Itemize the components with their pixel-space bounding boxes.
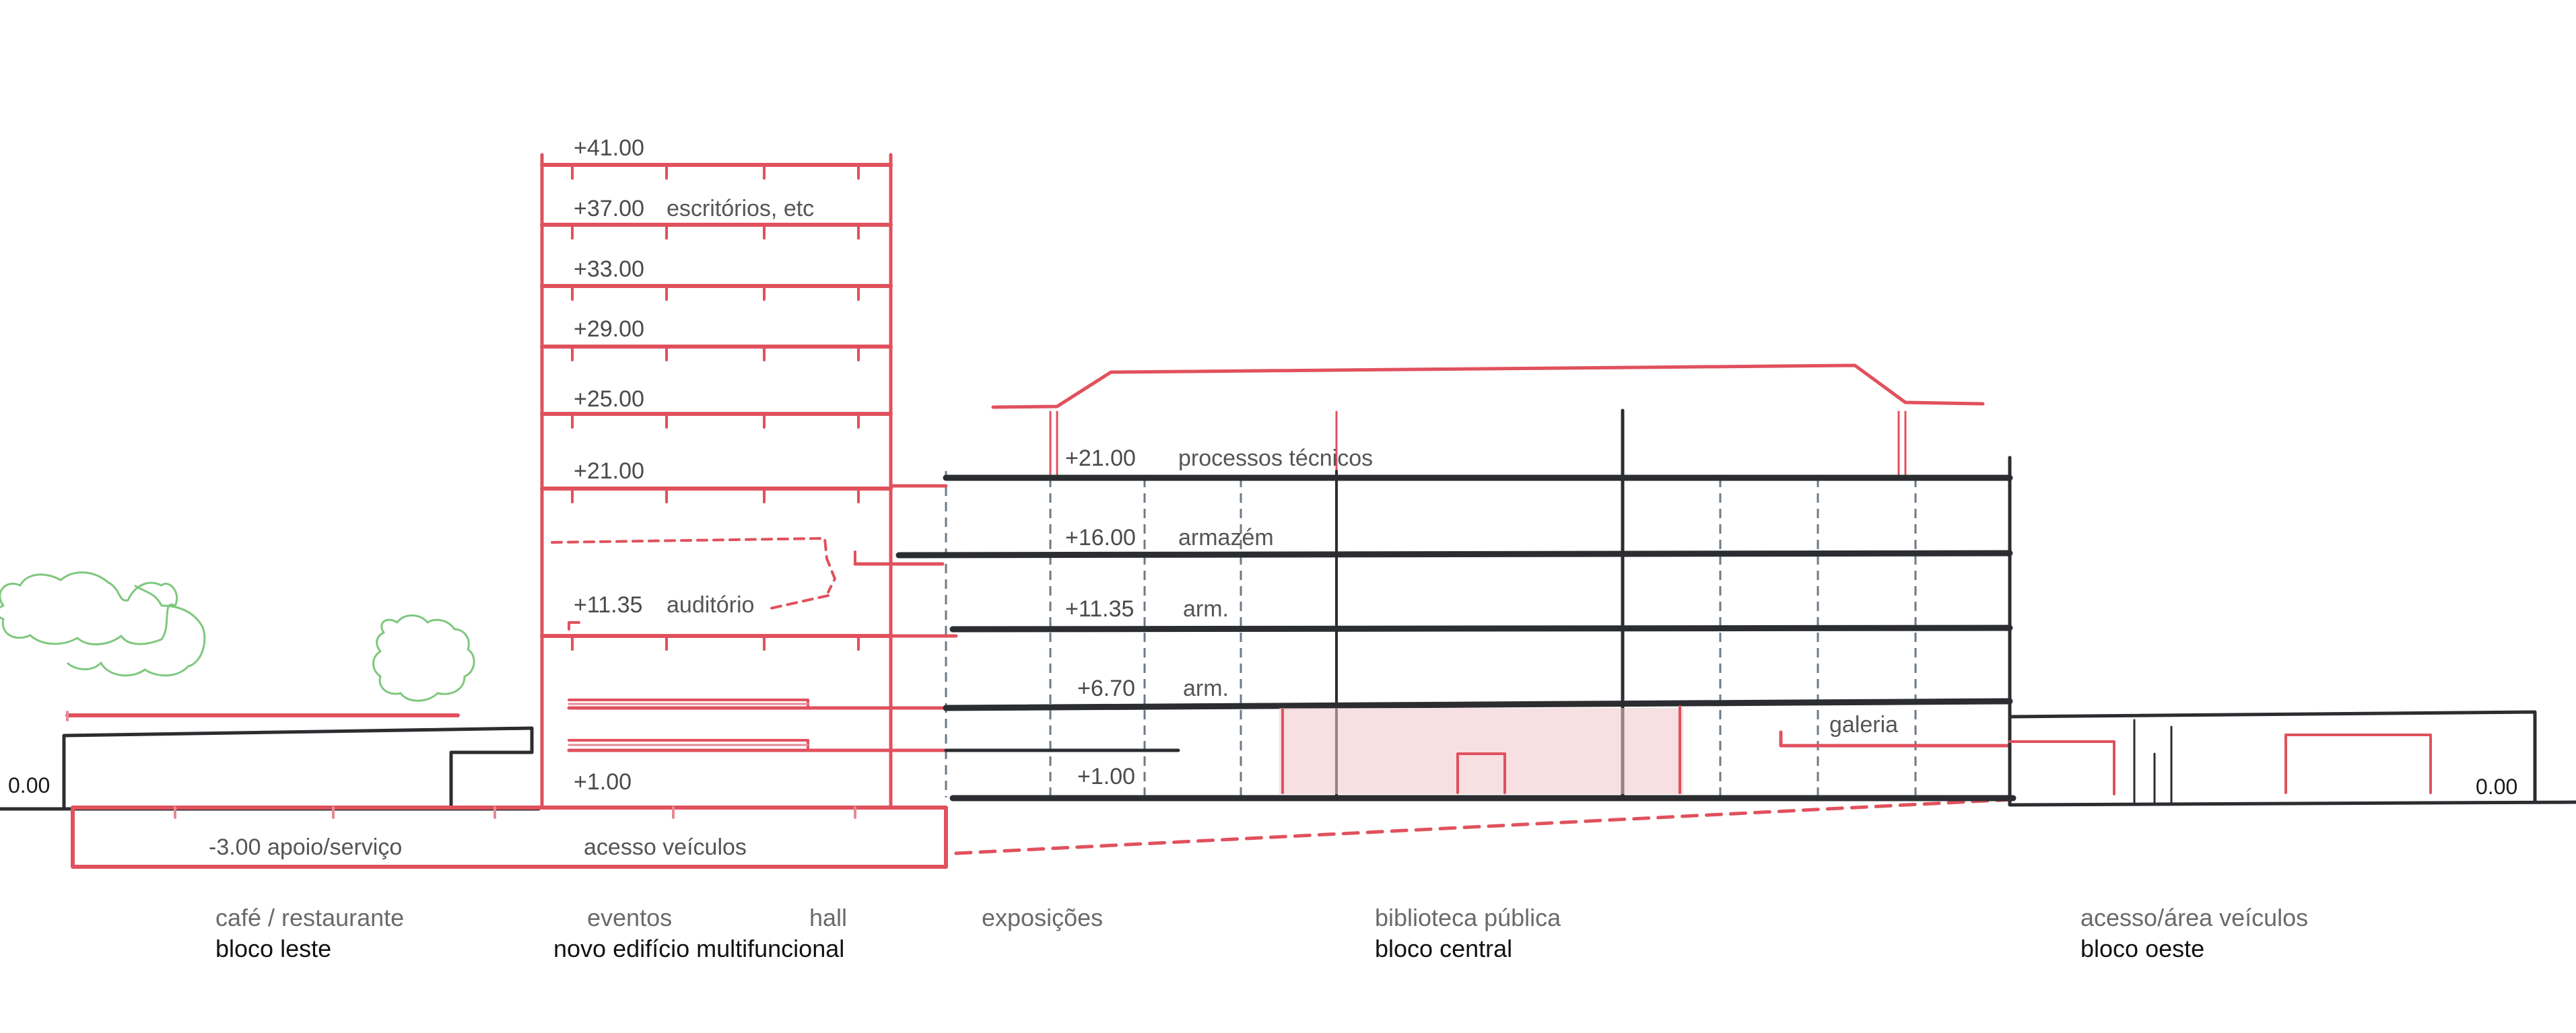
zone-use-eventos: eventos <box>587 904 672 931</box>
tower-level-25: +25.00 <box>574 386 644 412</box>
zone-labels: café / restaurante bloco leste eventos n… <box>215 904 2308 962</box>
tower-note-auditorium: auditório <box>667 592 754 618</box>
tower-level-33: +33.00 <box>574 256 644 282</box>
tower-floor-slabs <box>540 163 893 651</box>
zone-use-hall: hall <box>809 904 847 931</box>
central-use-armazem: armazém <box>1178 525 1274 550</box>
ground-level-right: 0.00 <box>2476 775 2517 799</box>
tree-large <box>0 571 206 677</box>
vehicle-access-label: acesso veículos <box>584 834 747 860</box>
tree-small <box>372 614 475 702</box>
zone-block-multifuncional: novo edifício multifuncional <box>553 935 844 962</box>
zone-block-oeste: bloco oeste <box>2080 935 2204 962</box>
central-level-labels: +21.00 processos técnicos +16.00 armazém… <box>1065 446 1373 789</box>
tower-level-37: +37.00 <box>574 196 644 221</box>
tower-level-29: +29.00 <box>574 316 644 342</box>
central-level-6-70: +6.70 <box>1077 676 1135 701</box>
zone-block-leste: bloco leste <box>215 935 331 962</box>
tower-level-labels: +41.00 +37.00 escritórios, etc +33.00 +2… <box>574 135 814 795</box>
central-level-11-35: +11.35 <box>1065 596 1134 622</box>
ground-level-left: 0.00 <box>8 773 50 797</box>
tower-note-offices: escritórios, etc <box>667 196 814 221</box>
zone-block-central: bloco central <box>1375 935 1512 962</box>
basement-label: -3.00 apoio/serviço <box>209 834 402 860</box>
central-level-21: +21.00 <box>1065 446 1136 471</box>
bloco-leste-structure <box>0 711 948 869</box>
central-level-16: +16.00 <box>1065 525 1136 550</box>
trees <box>0 571 475 702</box>
tower-level-1: +1.00 <box>574 769 632 795</box>
galeria-label: galeria <box>1829 712 1898 738</box>
tower-level-21: +21.00 <box>574 458 644 484</box>
bloco-oeste-structure <box>2008 710 2576 807</box>
tower-level-11-35: +11.35 <box>574 592 642 618</box>
tower-level-41: +41.00 <box>574 135 644 161</box>
zone-use-exposicoes: exposições <box>982 904 1103 931</box>
central-use-arm-1: arm. <box>1183 596 1229 622</box>
tower-structure <box>540 153 948 810</box>
central-use-processos: processos técnicos <box>1178 446 1373 471</box>
central-level-1: +1.00 <box>1077 764 1135 789</box>
zone-use-acesso: acesso/área veículos <box>2080 904 2308 931</box>
zone-use-cafe: café / restaurante <box>215 904 404 931</box>
bloco-central-structure <box>889 363 2016 803</box>
annotations: galeria -3.00 apoio/serviço acesso veícu… <box>8 712 2517 860</box>
zone-use-biblioteca: biblioteca pública <box>1375 904 1561 931</box>
central-use-arm-2: arm. <box>1183 676 1229 701</box>
ramp-dashed <box>954 797 2015 855</box>
